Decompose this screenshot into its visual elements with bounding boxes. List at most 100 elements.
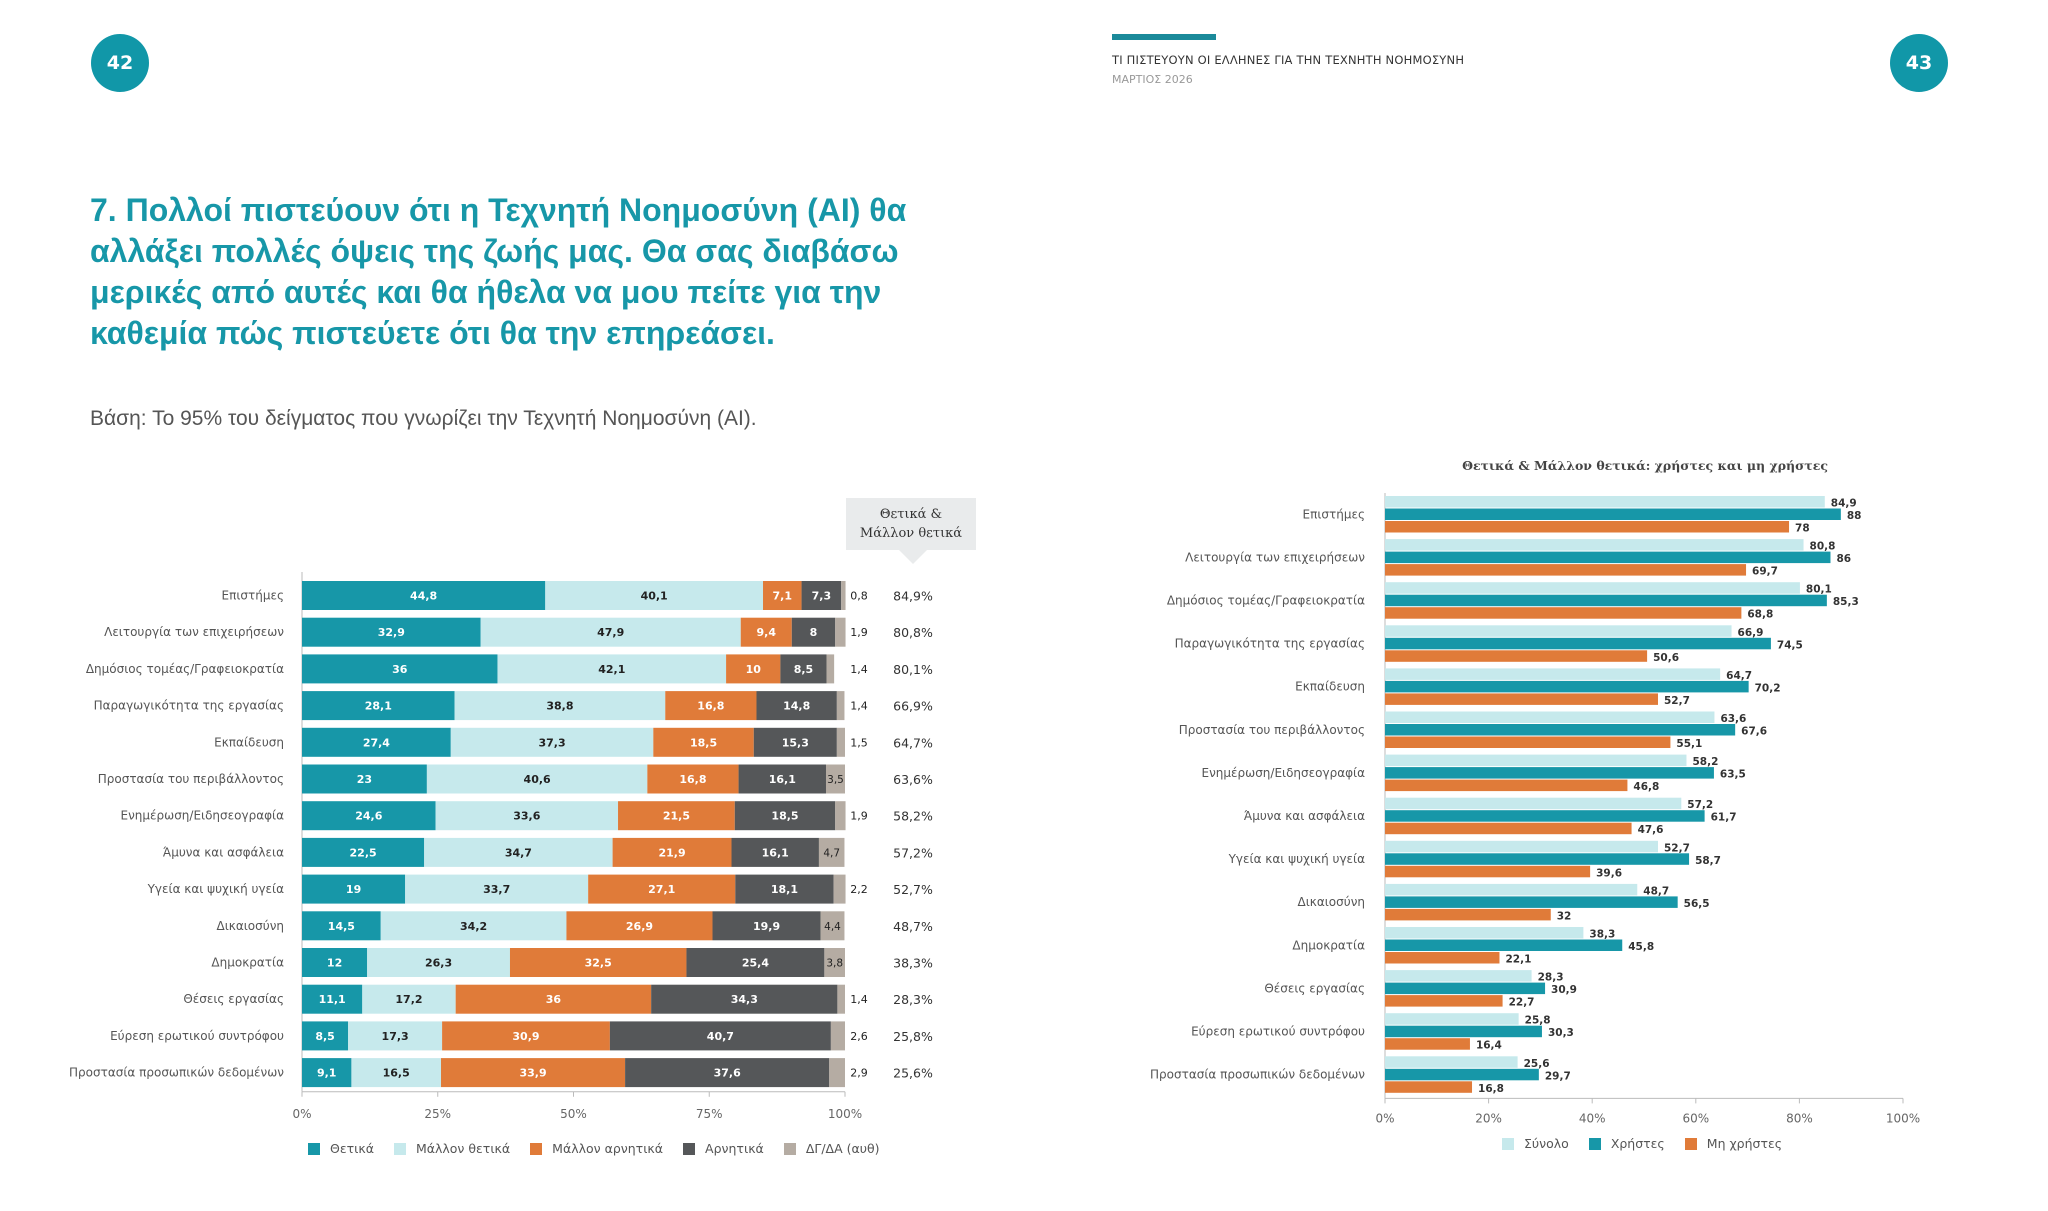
left-bar-segment bbox=[818, 837, 845, 867]
right-bar-value-label: 67,6 bbox=[1741, 726, 1767, 738]
right-bar bbox=[1385, 865, 1591, 878]
right-bar bbox=[1385, 767, 1714, 779]
left-bar-value-label: 3,8 bbox=[826, 958, 843, 970]
right-bar bbox=[1385, 564, 1747, 576]
left-bar-segment bbox=[450, 727, 654, 757]
positive-total-callout: Θετικά & Μάλλον θετικά bbox=[846, 498, 976, 564]
left-category-label: Εκπαίδευση bbox=[214, 735, 284, 749]
left-bar-segment bbox=[424, 837, 613, 867]
right-bar-value-label: 32 bbox=[1557, 910, 1572, 922]
left-bar-value-label: 28,1 bbox=[365, 700, 392, 713]
right-chart-title: Θετικά & Μάλλον θετικά: χρήστες και μη χ… bbox=[1462, 458, 1828, 473]
right-bar-value-label: 64,7 bbox=[1726, 670, 1752, 682]
left-bar-value-label: 47,9 bbox=[597, 626, 624, 639]
positive-total-label: 84,9% bbox=[893, 589, 933, 604]
left-bar-value-label: 36 bbox=[546, 993, 562, 1006]
left-bar-value-label: 42,1 bbox=[598, 663, 625, 676]
left-bar-value-label: 24,6 bbox=[355, 810, 382, 823]
right-bar-value-label: 16,8 bbox=[1478, 1083, 1504, 1095]
right-bar-value-label: 25,8 bbox=[1525, 1015, 1551, 1027]
legend-item: ΔΓ/ΔΑ (αυθ) bbox=[783, 1141, 880, 1156]
right-category-label: Λειτουργία των επιχειρήσεων bbox=[1185, 550, 1365, 564]
right-bar-value-label: 74,5 bbox=[1777, 639, 1803, 651]
right-bar-value-label: 29,7 bbox=[1545, 1070, 1571, 1082]
right-bar-value-label: 69,7 bbox=[1752, 566, 1778, 578]
left-bar-value-label: 7,1 bbox=[773, 590, 793, 603]
left-bar-value-label: 19,9 bbox=[753, 920, 780, 933]
left-bar-segment bbox=[841, 581, 846, 610]
left-bar-value-label: 16,5 bbox=[383, 1067, 410, 1080]
legend-swatch bbox=[1588, 1137, 1601, 1150]
left-bar-segment bbox=[497, 654, 727, 684]
right-x-tick-label: 0% bbox=[1375, 1111, 1394, 1125]
left-bar-value-label: 16,8 bbox=[697, 700, 724, 713]
left-bar-value-label: 40,1 bbox=[641, 590, 668, 603]
left-bar-segment bbox=[302, 691, 455, 721]
left-bar-segment bbox=[712, 911, 821, 941]
legend-label: Αρνητικά bbox=[705, 1141, 764, 1156]
left-bar-value-label: 1,9 bbox=[850, 626, 868, 639]
legend-swatch bbox=[783, 1142, 796, 1155]
right-category-label: Ενημέρωση/Ειδησεογραφία bbox=[1202, 766, 1366, 780]
left-bar-segment bbox=[454, 691, 666, 721]
left-bar-segment bbox=[302, 948, 368, 977]
left-bar-segment bbox=[625, 1058, 830, 1088]
right-bar-value-label: 68,8 bbox=[1747, 609, 1773, 621]
right-bar-value-label: 80,1 bbox=[1806, 584, 1832, 596]
left-bar-value-label: 16,1 bbox=[769, 773, 796, 786]
right-bar-value-label: 30,9 bbox=[1551, 984, 1577, 996]
legend-swatch bbox=[393, 1142, 406, 1155]
left-bar-segment bbox=[455, 984, 652, 1014]
right-bar bbox=[1385, 896, 1678, 908]
left-bar-segment bbox=[302, 727, 451, 757]
right-bar-value-label: 48,7 bbox=[1643, 885, 1669, 897]
left-x-tick-label: 25% bbox=[424, 1107, 451, 1121]
left-bar-segment bbox=[756, 691, 837, 721]
right-bar bbox=[1385, 754, 1687, 767]
left-bar-segment bbox=[665, 691, 757, 721]
left-bar-segment bbox=[351, 1058, 442, 1088]
right-category-label: Προστασία του περιβάλλοντος bbox=[1179, 723, 1365, 737]
left-bar-segment bbox=[442, 1021, 610, 1051]
left-category-label: Λειτουργία των επιχειρήσεων bbox=[104, 625, 284, 639]
left-bar-value-label: 15,3 bbox=[782, 736, 809, 749]
left-bar-value-label: 1,4 bbox=[850, 700, 868, 713]
right-bar bbox=[1385, 995, 1503, 1007]
left-bar-segment bbox=[435, 801, 619, 831]
legend-item: Θετικά bbox=[308, 1141, 374, 1156]
left-bar-segment bbox=[731, 837, 819, 867]
left-bar-value-label: 30,9 bbox=[512, 1030, 539, 1043]
left-bar-segment bbox=[302, 581, 546, 610]
right-bar bbox=[1385, 822, 1632, 835]
left-bar-segment bbox=[830, 1021, 845, 1051]
left-category-label: Υγεία και ψυχική υγεία bbox=[147, 882, 284, 896]
right-bar bbox=[1385, 539, 1804, 551]
legend-swatch bbox=[308, 1142, 320, 1155]
right-bar-value-label: 88 bbox=[1847, 510, 1862, 522]
left-bar-value-label: 9,4 bbox=[757, 626, 777, 639]
left-bar-segment bbox=[618, 801, 735, 831]
right-bar-value-label: 86 bbox=[1836, 553, 1851, 565]
left-bar-value-label: 19 bbox=[346, 883, 361, 896]
left-bar-segment bbox=[835, 801, 846, 831]
right-bar-value-label: 46,8 bbox=[1633, 781, 1659, 793]
left-bar-segment bbox=[348, 1021, 443, 1051]
callout-line-2: Μάλλον θετικά bbox=[859, 526, 963, 541]
left-category-label: Εύρεση ερωτικού συντρόφου bbox=[110, 1029, 284, 1043]
right-category-label: Δημοκρατία bbox=[1292, 938, 1365, 952]
legend-label: ΔΓ/ΔΑ (αυθ) bbox=[805, 1141, 880, 1156]
left-bar-value-label: 11,1 bbox=[319, 993, 346, 1006]
left-bar-value-label: 33,6 bbox=[513, 810, 540, 823]
right-bar-value-label: 58,2 bbox=[1692, 756, 1718, 768]
left-bar-segment bbox=[302, 617, 481, 647]
left-bar-segment bbox=[780, 654, 827, 684]
right-bar bbox=[1385, 724, 1736, 736]
positive-total-label: 25,8% bbox=[893, 1029, 933, 1044]
left-bar-value-label: 33,9 bbox=[519, 1067, 546, 1080]
left-bar-segment bbox=[836, 691, 845, 721]
left-bar-value-label: 21,9 bbox=[658, 846, 685, 859]
left-bar-value-label: 14,8 bbox=[783, 700, 810, 713]
left-category-label: Επιστήμες bbox=[222, 589, 284, 603]
left-bar-value-label: 33,7 bbox=[483, 883, 510, 896]
